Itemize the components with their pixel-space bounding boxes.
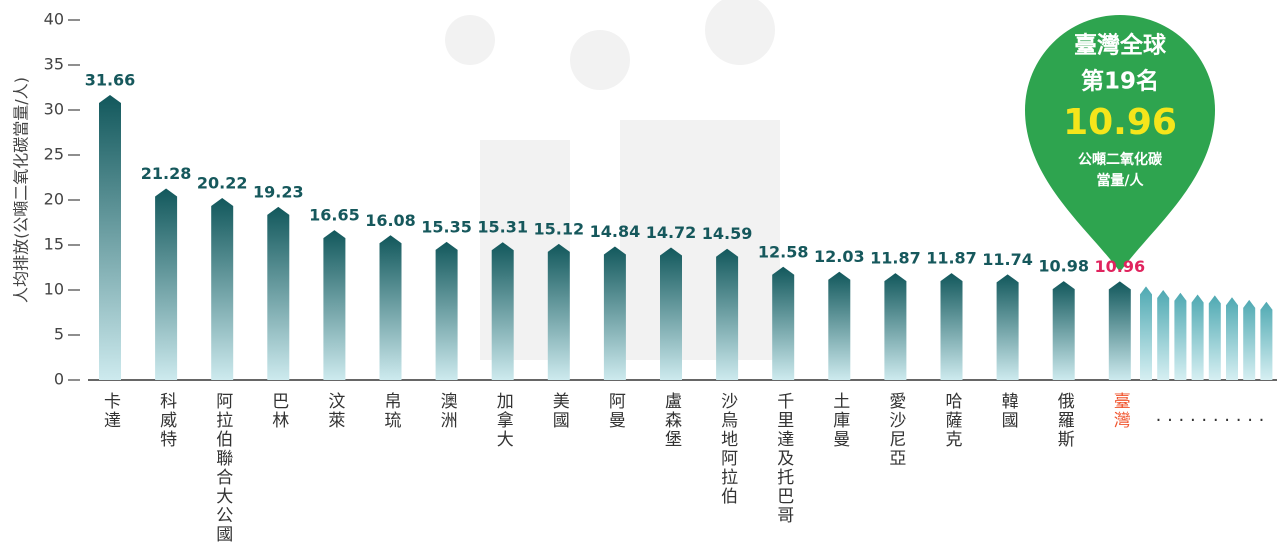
bar	[884, 273, 906, 380]
bar	[211, 198, 233, 380]
trailing-bar	[1174, 293, 1186, 380]
y-axis-label: 人均排放(公噸二氧化碳當量/人)	[12, 77, 31, 303]
value-label: 11.87	[926, 249, 977, 268]
y-tick-label: 25	[44, 145, 64, 164]
trailing-bar	[1192, 295, 1204, 381]
chart: 人均排放(公噸二氧化碳當量/人) 臺灣全球 第19名 10.96 公噸二氧化碳 …	[0, 0, 1277, 560]
bar	[828, 272, 850, 380]
trailing-bar	[1209, 295, 1221, 380]
callout-unit2: 當量/人	[1096, 172, 1144, 189]
value-label: 11.87	[870, 249, 921, 268]
trailing-bar	[1260, 302, 1272, 380]
x-tick-label: 俄羅斯	[1054, 392, 1075, 449]
trailing-dots: . . . . . . . . . .	[1156, 405, 1265, 426]
bar	[772, 267, 794, 380]
x-tick-label: 卡達	[100, 392, 121, 430]
x-tick-label: 澳洲	[437, 392, 458, 430]
x-tick-label: 帛琉	[381, 392, 402, 430]
x-tick-label: 加拿大	[493, 392, 514, 449]
value-label: 31.66	[85, 71, 136, 90]
bar	[1109, 281, 1131, 380]
y-tick-label: 10	[44, 280, 64, 299]
value-label: 14.59	[702, 224, 753, 243]
x-tick-label: 愛沙尼亞	[885, 392, 906, 468]
x-tick-label: 汶萊	[324, 392, 345, 430]
x-tick-label: 沙烏地阿拉伯	[717, 392, 738, 506]
x-tick-label: 土庫曼	[829, 392, 850, 449]
x-tick-label: 臺灣	[1110, 392, 1131, 430]
y-tick-label: 40	[44, 10, 64, 29]
value-label: 10.98	[1038, 257, 1089, 276]
callout-line2: 第19名	[1081, 68, 1159, 95]
bar	[436, 242, 458, 380]
callout-line1: 臺灣全球	[1074, 32, 1167, 59]
value-label: 14.72	[646, 223, 697, 242]
bar	[548, 244, 570, 380]
x-tick-label: 阿曼	[605, 392, 626, 430]
y-tick-label: 15	[44, 235, 64, 254]
value-label: 11.74	[982, 250, 1033, 269]
y-tick-label: 20	[44, 190, 64, 209]
callout-unit1: 公噸二氧化碳	[1078, 151, 1163, 168]
x-tick-label: 科威特	[156, 392, 177, 449]
x-tick-label: 哈薩克	[942, 392, 963, 449]
bar	[155, 188, 177, 380]
y-tick-label: 0	[54, 370, 64, 389]
value-label: 19.23	[253, 182, 304, 201]
x-tick-label: 盧森堡	[661, 392, 682, 449]
trailing-bar	[1140, 286, 1152, 380]
bar	[1053, 281, 1075, 380]
bar	[492, 242, 514, 380]
trailing-bar	[1157, 290, 1169, 380]
value-label: 12.58	[758, 242, 809, 261]
bar	[997, 274, 1019, 380]
value-label: 20.22	[197, 174, 248, 193]
bar	[941, 273, 963, 380]
trailing-bar	[1243, 300, 1255, 380]
bar	[267, 207, 289, 380]
value-label: 15.35	[421, 217, 472, 236]
bar	[99, 95, 121, 380]
value-label: 16.08	[365, 211, 416, 230]
x-tick-label: 阿拉伯聯合大公國	[212, 392, 233, 544]
x-tick-label: 巴林	[268, 392, 289, 430]
value-label: 14.84	[590, 222, 641, 241]
value-label: 15.12	[533, 219, 584, 238]
value-label: 10.96	[1094, 257, 1145, 276]
x-tick-label: 韓國	[998, 392, 1019, 430]
trailing-bar	[1226, 297, 1238, 380]
y-tick-label: 5	[54, 325, 64, 344]
bar	[604, 246, 626, 380]
bar	[323, 230, 345, 380]
y-tick-label: 35	[44, 55, 64, 74]
bar	[660, 248, 682, 380]
value-label: 16.65	[309, 206, 360, 225]
callout-value: 10.96	[1063, 102, 1177, 143]
x-tick-label: 美國	[549, 392, 570, 430]
value-label: 21.28	[141, 164, 192, 183]
y-tick-label: 30	[44, 100, 64, 119]
bar	[716, 249, 738, 380]
value-label: 12.03	[814, 247, 865, 266]
x-tick-label: 千里達及托巴哥	[773, 392, 794, 525]
bar	[380, 235, 402, 380]
value-label: 15.31	[477, 218, 528, 237]
